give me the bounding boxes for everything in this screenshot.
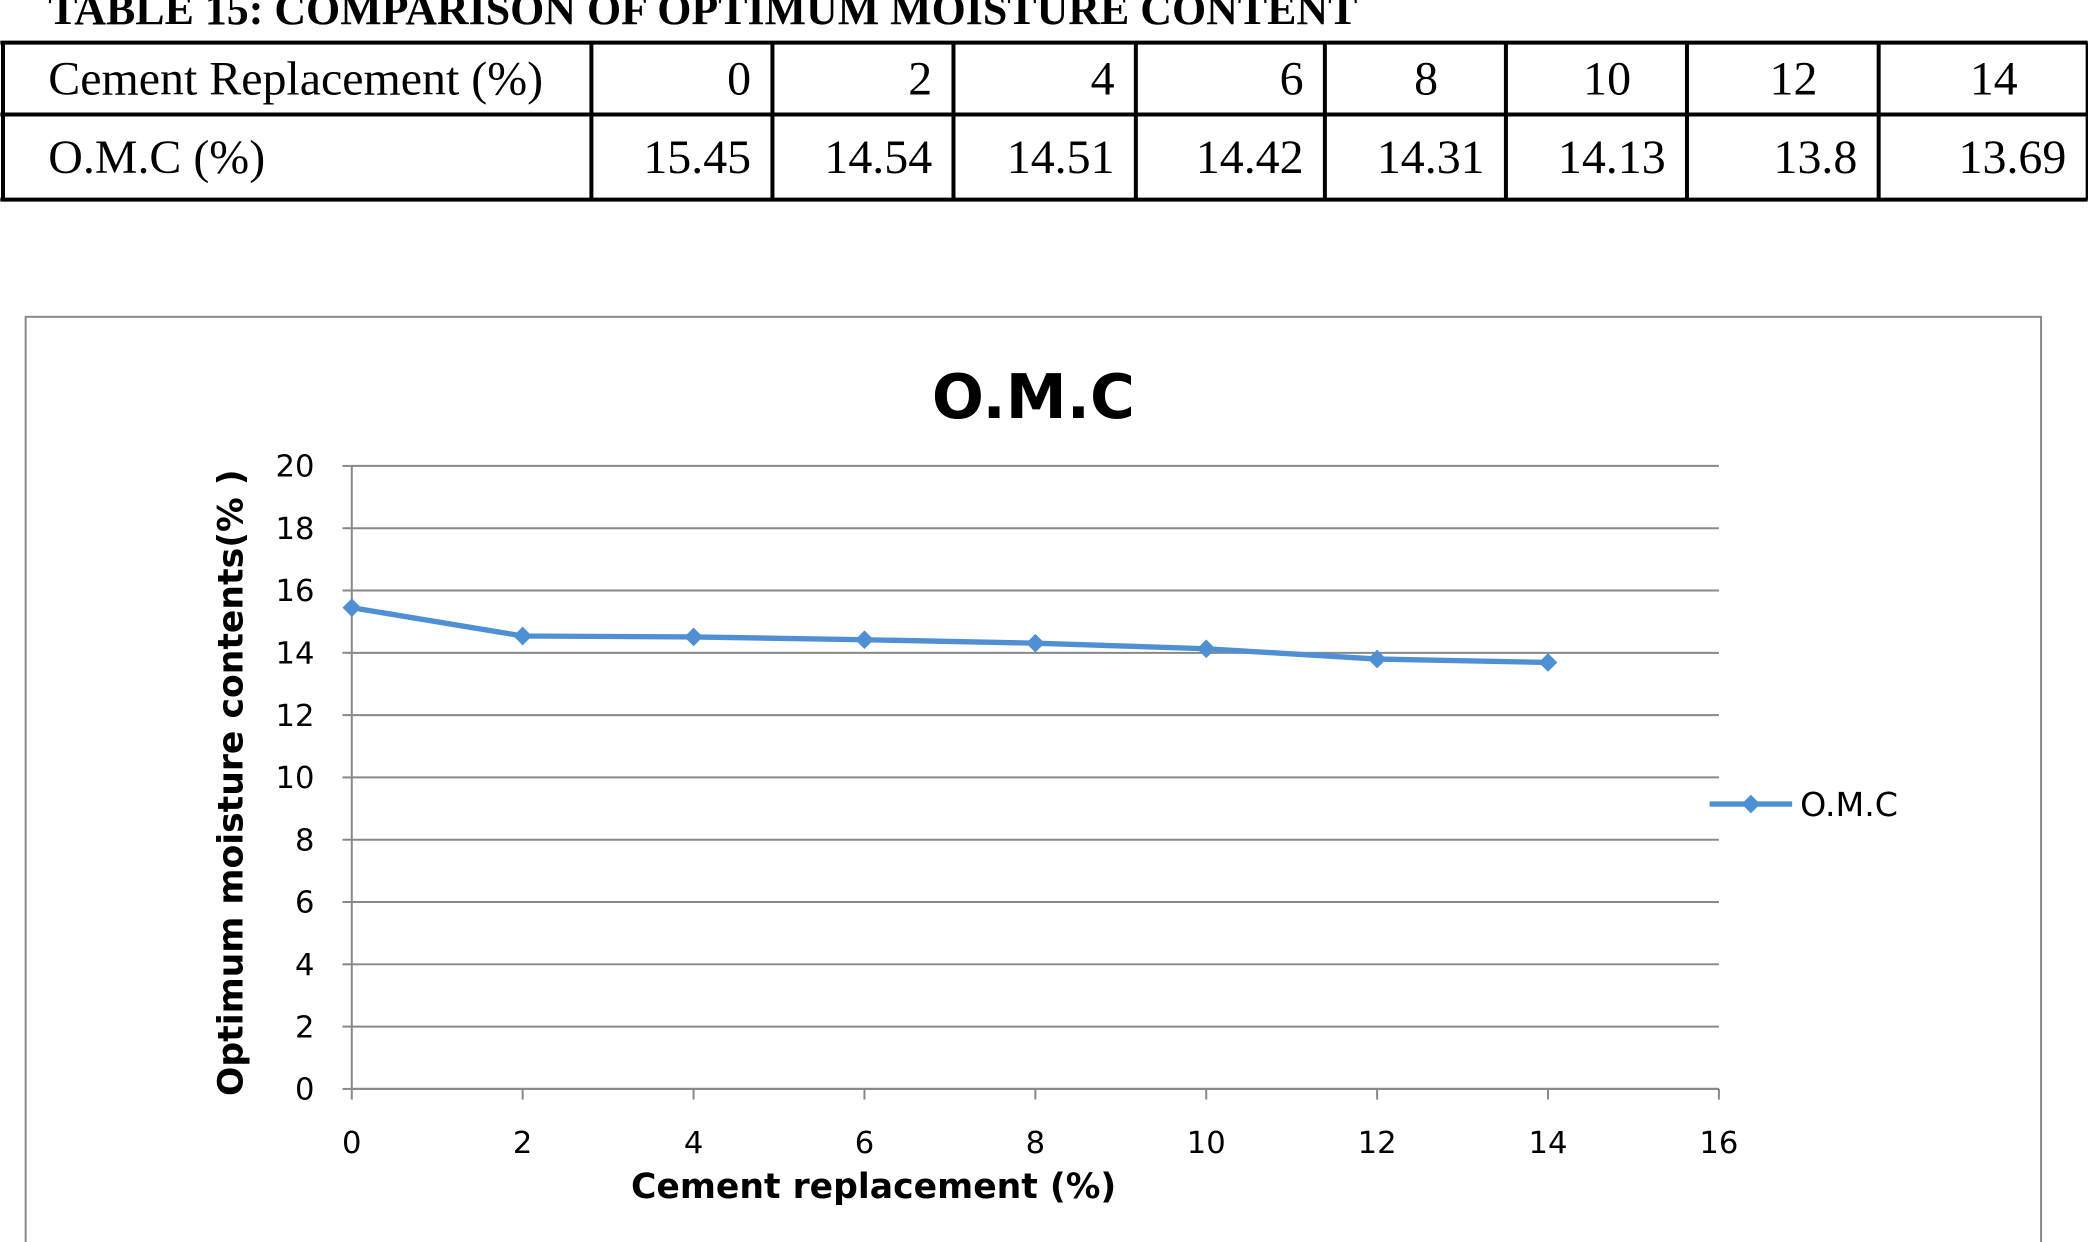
y-tick-label: 6	[295, 886, 314, 921]
x-tick-label: 16	[1699, 1126, 1738, 1161]
table-cell: 14	[1970, 53, 2018, 106]
x-tick-label: 8	[1026, 1126, 1045, 1161]
legend-label: O.M.C	[1800, 785, 1898, 824]
table-cell: 14.31	[1377, 131, 1485, 184]
data-point	[1196, 639, 1216, 659]
table-cell: 15.45	[643, 131, 751, 184]
x-tick-label: 0	[342, 1126, 361, 1161]
table-cell: 14.51	[1007, 131, 1115, 184]
table-cell: 14.13	[1558, 131, 1666, 184]
table-cell: 14.54	[824, 131, 932, 184]
y-tick-label: 4	[295, 948, 314, 983]
series-line	[351, 605, 1549, 666]
legend-marker	[1741, 794, 1761, 814]
table-cell: O.M.C (%)	[48, 131, 265, 184]
table-cell: 2	[908, 53, 932, 106]
x-axis-label: Cement replacement (%)	[631, 1167, 1116, 1207]
table-cell: 8	[1414, 53, 1438, 106]
x-tick-label: 4	[684, 1126, 703, 1161]
x-tick-label: 12	[1358, 1126, 1397, 1161]
y-tick-label: 18	[276, 512, 315, 547]
x-tick-label: 2	[513, 1126, 532, 1161]
data-point	[342, 598, 362, 617]
y-tick-label: 0	[295, 1073, 314, 1108]
table-cell: 10	[1583, 53, 1631, 106]
y-tick-label: 14	[276, 636, 315, 671]
y-tick-label: 20	[276, 450, 315, 485]
table-cell: 4	[1091, 53, 1115, 106]
data-point	[1538, 653, 1558, 672]
y-tick-label: 16	[276, 574, 315, 609]
y-tick-label: 12	[276, 699, 315, 734]
table-cell: Cement Replacement (%)	[48, 53, 543, 106]
table-cell: 12	[1770, 53, 1818, 106]
x-tick-label: 6	[855, 1126, 874, 1161]
y-axis-label: Optimum moisture contents(% )	[212, 469, 252, 1096]
table-cell: 13.8	[1774, 131, 1858, 184]
chart-frame	[24, 315, 2043, 1242]
y-tick-label: 2	[295, 1010, 314, 1045]
data-point	[855, 630, 874, 650]
data-point	[1367, 649, 1387, 669]
chart-title: O.M.C	[932, 362, 1135, 433]
data-point	[1026, 633, 1045, 653]
y-tick-label: 10	[276, 761, 315, 796]
table-cell: 13.69	[1959, 131, 2067, 184]
y-tick-label: 8	[295, 823, 314, 858]
x-tick-label: 10	[1187, 1126, 1226, 1161]
data-point	[684, 627, 703, 647]
table-cell: 0	[727, 53, 751, 106]
table-cell: 6	[1280, 53, 1304, 106]
table-cell: 14.42	[1196, 131, 1304, 184]
table-heading: TABLE 15: COMPARISON OF OPTIMUM MOISTURE…	[48, 0, 1357, 34]
data-point	[513, 626, 532, 646]
x-tick-label: 14	[1529, 1126, 1568, 1161]
